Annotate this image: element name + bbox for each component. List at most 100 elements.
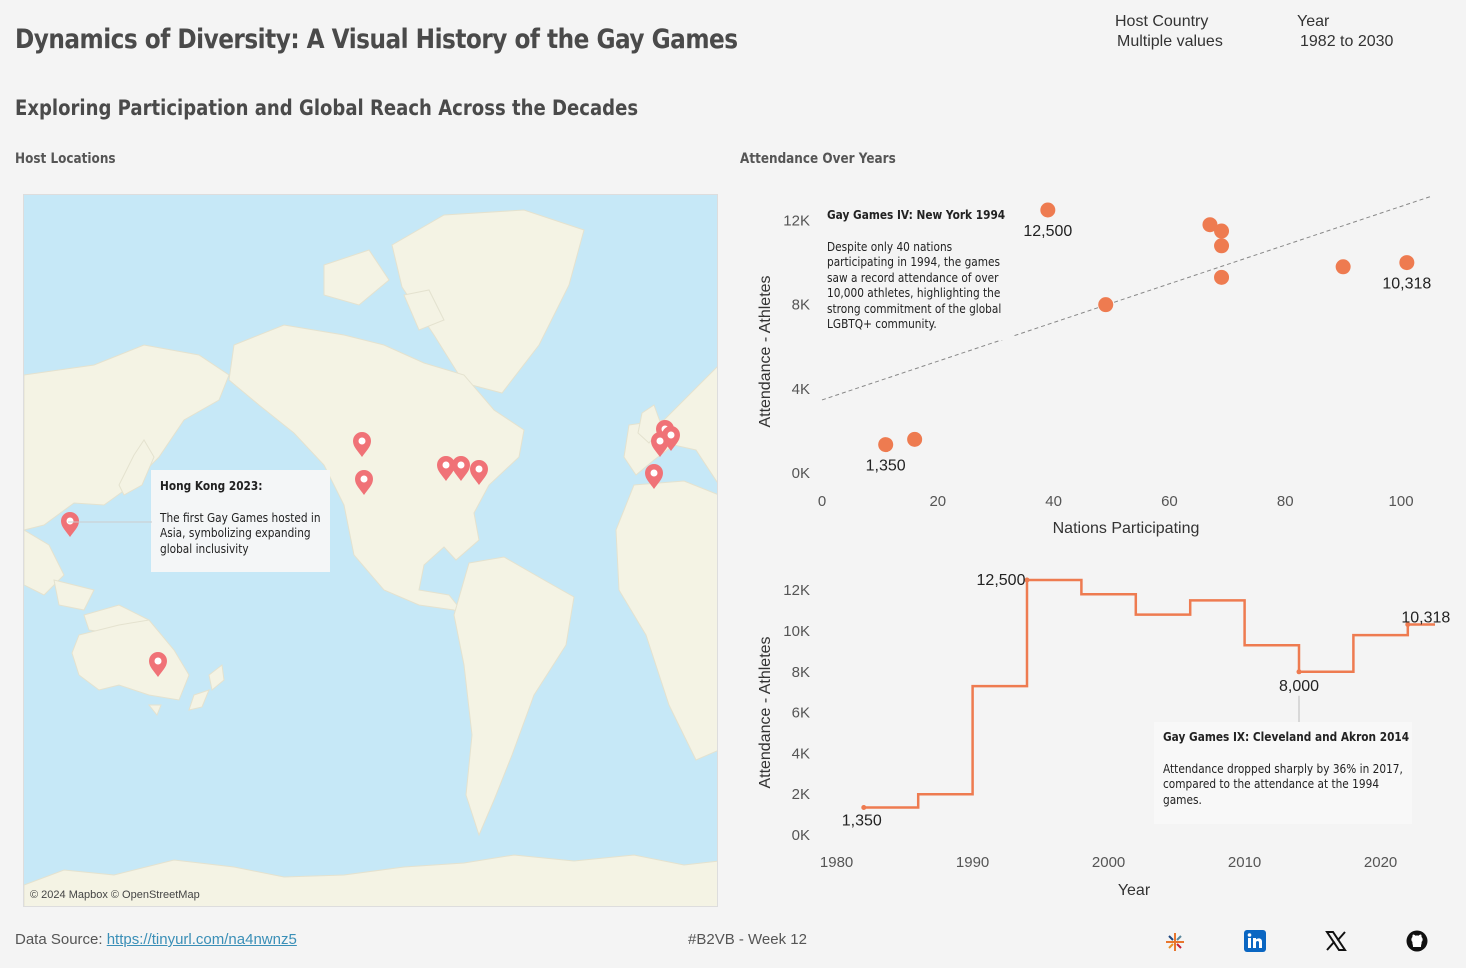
step-y-tick: 8K [792,664,810,681]
land-south-america [453,556,575,837]
land-japan [118,439,155,496]
scatter-annotation-title: Gay Games IV: New York 1994 [827,208,1006,222]
map-section-title: Host Locations [15,151,116,167]
scatter-point [1214,269,1230,285]
land-se-asia [24,529,65,596]
map-canvas [24,195,717,906]
scatter-point [1040,202,1056,218]
step-x-axis-label: Year [1118,882,1151,899]
scatter-x-tick: 100 [1389,493,1414,510]
scatter-point [1399,255,1415,271]
step-y-tick: 12K [783,582,810,599]
land-antarctica [24,854,717,906]
linkedin-icon[interactable] [1244,930,1266,952]
data-source-link[interactable]: https://tinyurl.com/na4nwnz5 [106,931,297,948]
step-annotation-title: Gay Games IX: Cleveland and Akron 2014 [1163,730,1410,744]
scatter-point [907,431,923,447]
step-y-tick: 4K [792,745,810,762]
step-label-marker [1024,577,1030,583]
step-x-tick: 2010 [1228,854,1261,871]
scatter-data-label: 1,350 [866,458,906,475]
scatter-x-tick: 60 [1161,493,1178,510]
step-x-tick: 1990 [956,854,989,871]
land-asia [24,344,230,531]
map-markers [61,420,680,677]
host-country-filter[interactable]: Multiple values [1117,33,1223,50]
map-marker-pin[interactable] [437,456,455,481]
scatter-point [1202,217,1218,233]
map-marker-pin[interactable] [645,464,663,489]
step-y-axis-label: Attendance - Athletes [757,636,774,788]
scatter-annotation-body: Despite only 40 nations participating in… [827,239,1002,332]
map-marker-pin[interactable] [61,512,79,537]
step-y-tick: 0K [792,827,810,844]
scatter-data-label: 12,500 [1023,223,1072,240]
step-label-marker [861,804,867,810]
step-x-tick: 2020 [1364,854,1397,871]
page-subtitle: Exploring Participation and Global Reach… [15,96,639,120]
land-arctic-islands [323,249,390,306]
step-data-label: 1,350 [842,812,882,829]
land-africa [615,480,717,761]
map-marker-pin[interactable] [470,460,488,485]
scatter-x-tick: 0 [818,493,826,510]
step-series-line [863,578,1435,809]
data-source-label: Data Source: [15,931,107,948]
scatter-point [1214,238,1230,254]
scatter-point [1214,223,1230,239]
scatter-y-tick: 4K [792,381,810,398]
github-icon[interactable] [1406,930,1428,952]
scatter-y-axis-label: Attendance - Athletes [757,275,774,427]
step-y-tick: 10K [783,623,810,640]
scatter-y-tick: 12K [783,213,810,230]
map-marker-pin[interactable] [149,652,167,677]
scatter-trend-line [821,196,1431,401]
tableau-icon[interactable] [1164,931,1186,953]
step-label-marker [1296,669,1302,675]
scatter-data-label: 10,318 [1382,276,1431,293]
scatter-x-axis-label: Nations Participating [1053,520,1200,537]
scatter-x-tick: 40 [1045,493,1062,510]
scatter-point [1335,259,1351,275]
year-filter[interactable]: 1982 to 2030 [1300,33,1394,50]
map-marker-pin[interactable] [353,432,371,457]
land-new-zealand [208,664,225,691]
footer-tag: #B2VB - Week 12 [688,931,807,948]
year-filter-label: Year [1297,13,1330,30]
step-data-label: 12,500 [977,572,1026,589]
step-data-label: 8,000 [1279,678,1319,695]
scatter-point [878,437,894,453]
scatter-y-tick: 0K [792,465,810,482]
step-annotation: Gay Games IX: Cleveland and Akron 2014 A… [1154,722,1412,824]
step-annotation-body: Attendance dropped sharply by 36% in 201… [1163,761,1403,807]
scatter-x-tick: 80 [1277,493,1294,510]
map-marker-pin[interactable] [355,470,373,495]
host-country-filter-label: Host Country [1115,13,1209,30]
step-chart: 0K 2K 4K 6K 8K 10K 12K 1980 1990 2000 2010 2020 Year… [757,572,1450,899]
host-locations-map[interactable] [23,194,718,907]
scatter-y-tick: 8K [792,297,810,314]
chart-section-title: Attendance Over Years [740,151,896,167]
map-tooltip-connector [68,521,152,523]
map-tooltip-body: The first Gay Games hosted in Asia, symb… [160,510,321,556]
step-y-tick: 6K [792,705,810,722]
map-tooltip-title: Hong Kong 2023: [160,479,263,493]
land-north-america [228,324,525,621]
step-x-tick: 2000 [1092,854,1125,871]
step-x-tick: 1980 [820,854,853,871]
scatter-annotation: Gay Games IV: New York 1994 Despite only… [820,206,1012,340]
map-marker-pin[interactable] [651,432,669,457]
data-source: Data Source: https://tinyurl.com/na4nwnz… [15,931,297,948]
map-marker-pin[interactable] [452,456,470,481]
scatter-chart: 0K 4K 8K 12K 0 20 40 60 80 100 Nations Participati… [757,196,1431,537]
step-label-marker [1405,622,1411,628]
scatter-point [1098,297,1114,313]
map-tooltip: Hong Kong 2023: The first Gay Games host… [151,470,330,572]
map-attribution: © 2024 Mapbox © OpenStreetMap [30,889,200,901]
step-y-tick: 2K [792,786,810,803]
land-australia [71,619,190,701]
scatter-x-tick: 20 [929,493,946,510]
step-data-label: 10,318 [1401,610,1450,627]
x-icon[interactable] [1325,930,1347,952]
page-title: Dynamics of Diversity: A Visual History … [15,24,738,55]
